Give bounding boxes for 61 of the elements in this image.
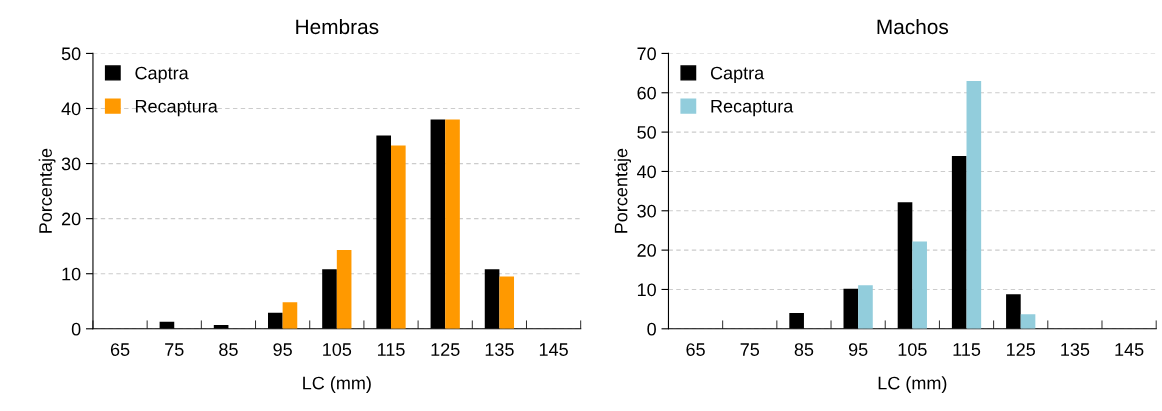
y-tick-label: 0 [71, 322, 81, 336]
y-tick-label: 70 [637, 47, 656, 61]
bar [789, 313, 804, 329]
x-tick-label: 105 [898, 343, 927, 356]
x-tick-label: 145 [539, 343, 568, 356]
bar [445, 119, 460, 329]
x-axis-title: LC (mm) [303, 376, 371, 394]
bar [282, 302, 298, 329]
legend-label: Recaptura [711, 100, 794, 117]
y-axis-title: Porcentaje [614, 148, 632, 233]
bar [376, 135, 392, 329]
x-tick-label: 95 [273, 343, 292, 356]
y-tick-label: 20 [637, 244, 656, 257]
bar [966, 80, 982, 329]
bar [858, 285, 873, 329]
x-tick-label: 105 [323, 343, 352, 356]
x-tick-label: 115 [377, 343, 405, 356]
y-tick-label: 10 [637, 283, 656, 297]
y-tick-label: 50 [637, 126, 656, 139]
x-tick-label: 115 [953, 343, 981, 356]
bar [391, 145, 406, 329]
bar [1020, 314, 1036, 329]
bar [843, 288, 859, 329]
chart-title: Hembras [296, 18, 379, 35]
y-tick-label: 40 [637, 165, 656, 179]
x-tick-label: 135 [1061, 343, 1090, 356]
bar [430, 119, 446, 329]
legend-label: Captra [135, 66, 189, 83]
bar [912, 241, 927, 329]
bar [268, 312, 283, 329]
y-tick-label: 30 [637, 204, 656, 218]
x-tick-label: 135 [485, 343, 514, 356]
x-tick-label: 85 [794, 343, 814, 356]
x-tick-label: 95 [848, 343, 868, 356]
bar [1006, 294, 1021, 329]
bar [897, 202, 913, 329]
y-tick-label: 50 [61, 47, 81, 61]
y-tick-label: 0 [647, 322, 656, 336]
y-tick-label: 20 [61, 212, 81, 226]
chart-title: Machos [877, 18, 949, 35]
bar [951, 156, 967, 329]
bar [322, 269, 337, 329]
bar [499, 276, 515, 329]
bar [484, 269, 500, 329]
x-tick-label: 85 [219, 343, 238, 356]
x-axis-title: LC (mm) [878, 376, 947, 394]
x-tick-label: 75 [740, 343, 760, 356]
x-tick-label: 145 [1115, 343, 1144, 356]
y-tick-label: 30 [61, 157, 81, 171]
y-tick-label: 40 [61, 102, 81, 116]
y-tick-label: 60 [637, 86, 656, 100]
legend-label: Captra [710, 66, 765, 83]
y-tick-label: 10 [62, 267, 81, 281]
x-tick-label: 125 [431, 343, 460, 356]
x-tick-label: 75 [165, 343, 184, 356]
bar [336, 250, 352, 329]
legend-label: Recaptura [135, 100, 218, 117]
x-tick-label: 65 [686, 343, 705, 356]
x-tick-label: 65 [110, 343, 130, 356]
y-axis-title: Porcentaje [38, 148, 56, 233]
x-tick-label: 125 [1007, 343, 1036, 356]
